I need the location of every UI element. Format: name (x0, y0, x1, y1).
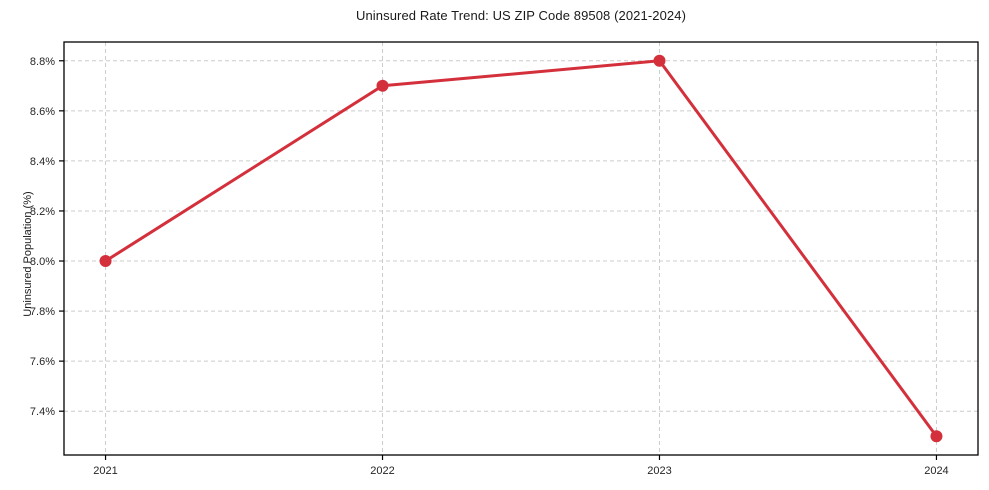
x-tick-label: 2024 (924, 465, 948, 477)
y-tick-label: 8.6% (30, 106, 55, 118)
y-tick-label: 7.4% (30, 406, 55, 418)
x-tick-label: 2023 (647, 465, 671, 477)
y-tick-label: 8.0% (30, 256, 55, 268)
y-axis-label: Uninsured Population (%) (22, 191, 34, 317)
y-tick-label: 8.2% (30, 206, 55, 218)
y-tick-label: 7.8% (30, 306, 55, 318)
y-tick-label: 8.8% (30, 56, 55, 68)
chart-title: Uninsured Rate Trend: US ZIP Code 89508 … (355, 8, 687, 23)
data-point-2021 (99, 255, 112, 268)
y-tick-label: 8.4% (30, 156, 55, 168)
x-tick-label: 2022 (370, 465, 394, 477)
trend-line (104, 59, 938, 438)
plot-border (63, 41, 979, 456)
x-tick-label: 2021 (93, 465, 117, 477)
y-tick-label: 7.6% (30, 356, 55, 368)
data-point-2023 (653, 54, 666, 67)
data-point-2024 (930, 430, 943, 443)
data-point-2022 (376, 79, 389, 92)
